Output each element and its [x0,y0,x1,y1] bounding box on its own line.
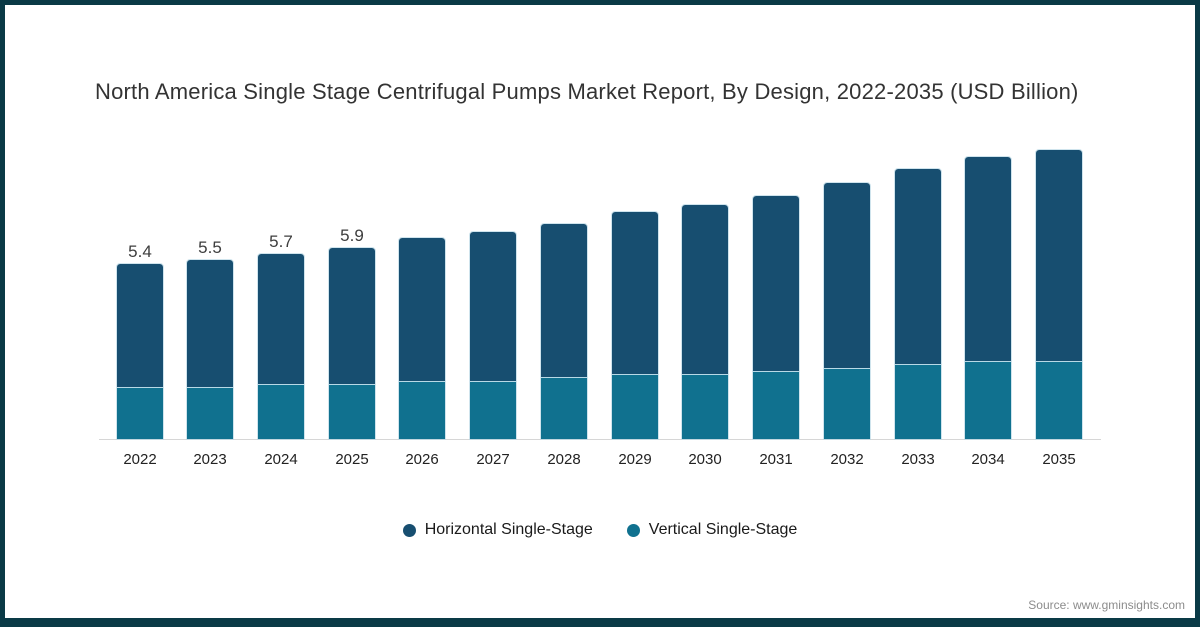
bar-2028-vertical-segment [541,377,587,439]
bar-2035-horizontal-segment [1036,150,1082,361]
legend-dot-horizontal-icon [402,523,416,537]
chart-title: North America Single Stage Centrifugal P… [95,79,1079,104]
legend-dot-vertical-icon [626,523,640,537]
x-tick-2029: 2029 [618,451,652,468]
x-tick-2031: 2031 [759,451,793,468]
bar-2022 [116,263,164,440]
bar-2034 [964,156,1012,440]
legend-label-horizontal: Horizontal Single-Stage [424,521,593,538]
total-label-2022: 5.4 [128,242,152,261]
bar-2024 [257,253,305,440]
bar-2029-vertical-segment [612,374,658,439]
bar-2024-vertical-segment [258,384,304,439]
bar-2034-vertical-segment [965,361,1011,439]
x-tick-2032: 2032 [830,451,864,468]
bar-2025-vertical-segment [329,384,375,439]
bar-2027-horizontal-segment [470,232,516,381]
bar-2032 [823,182,871,440]
bar-2027 [469,231,517,440]
bar-2032-horizontal-segment [824,183,870,368]
bar-2030-vertical-segment [682,374,728,439]
bar-2033-vertical-segment [895,364,941,439]
bar-2028 [540,223,588,440]
total-label-2024: 5.7 [269,232,293,251]
bar-2034-horizontal-segment [965,157,1011,361]
bar-2031-horizontal-segment [753,196,799,371]
legend-label-vertical: Vertical Single-Stage [648,521,798,538]
bar-2023-vertical-segment [187,387,233,439]
x-tick-2033: 2033 [901,451,935,468]
bar-2027-vertical-segment [470,381,516,439]
x-tick-2034: 2034 [971,451,1005,468]
plot-area: 5.4 2022 5.5 2023 5.7 2024 5.9 2025 2026 2027 2028… [99,5,1101,468]
bar-2032-vertical-segment [824,368,870,439]
bar-2025-horizontal-segment [329,248,375,384]
x-tick-2025: 2025 [335,451,369,468]
bar-2029-horizontal-segment [612,212,658,374]
bar-2030-horizontal-segment [682,205,728,374]
legend-item-vertical-single-stage: Vertical Single-Stage [626,521,798,539]
total-label-2025: 5.9 [340,226,364,245]
bar-2022-horizontal-segment [117,264,163,387]
bar-2029 [611,211,659,440]
legend-item-horizontal-single-stage: Horizontal Single-Stage [402,521,593,539]
bar-2035-vertical-segment [1036,361,1082,439]
bar-2033 [894,168,942,440]
bar-2025 [328,247,376,440]
bar-2023-horizontal-segment [187,260,233,387]
legend: Horizontal Single-Stage Vertical Single-… [5,521,1195,539]
bar-2026-vertical-segment [399,381,445,439]
x-tick-2026: 2026 [405,451,439,468]
x-tick-2022: 2022 [123,451,157,468]
x-tick-2028: 2028 [547,451,581,468]
x-tick-2023: 2023 [193,451,227,468]
bar-2023 [186,259,234,440]
bar-2035 [1035,149,1083,440]
bar-2026 [398,237,446,440]
x-tick-2027: 2027 [476,451,510,468]
x-tick-2024: 2024 [264,451,298,468]
total-label-2023: 5.5 [198,238,222,257]
bar-2022-vertical-segment [117,387,163,439]
bar-2031-vertical-segment [753,371,799,439]
bar-2030 [681,204,729,440]
x-axis-line [99,439,1101,440]
x-tick-2035: 2035 [1042,451,1076,468]
bar-2031 [752,195,800,440]
source-attribution: Source: www.gminsights.com [1028,598,1185,612]
x-tick-2030: 2030 [688,451,722,468]
bar-2024-horizontal-segment [258,254,304,384]
bar-2026-horizontal-segment [399,238,445,381]
bar-2033-horizontal-segment [895,169,941,364]
bar-2028-horizontal-segment [541,224,587,377]
